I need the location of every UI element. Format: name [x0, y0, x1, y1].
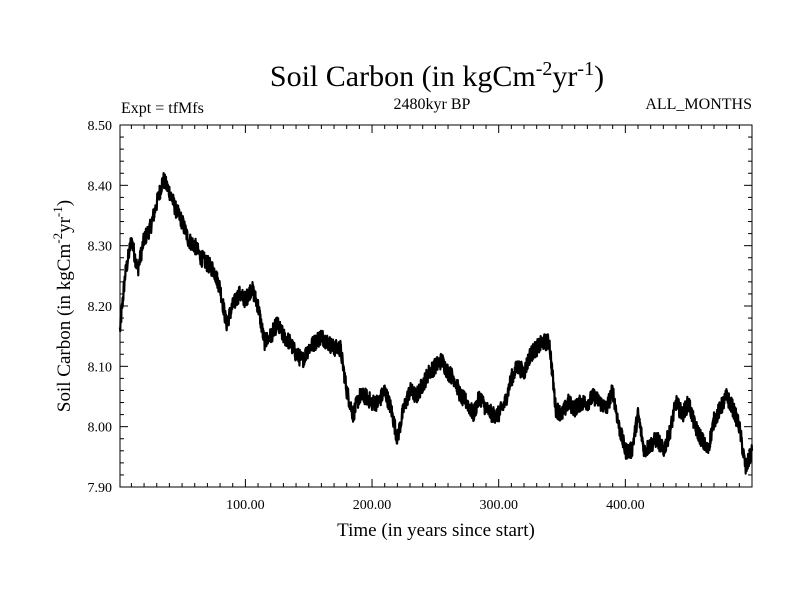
- x-tick-label: 400.00: [606, 498, 645, 513]
- x-tick-label: 100.00: [226, 498, 265, 513]
- chart-title: Soil Carbon (in kgCm-2yr-1): [270, 58, 604, 93]
- x-tick-label: 200.00: [353, 498, 392, 513]
- chart-title-sup2: -1: [577, 58, 594, 80]
- y-tick-label: 8.50: [88, 119, 113, 134]
- chart-title-end: ): [594, 60, 604, 93]
- y-tick-label: 8.20: [88, 300, 113, 315]
- y-tick-label: 8.10: [88, 360, 113, 375]
- subtitle-experiment: Expt = tfMfs: [121, 100, 204, 117]
- y-axis-label-main: Soil Carbon (in kgCm: [54, 244, 75, 413]
- axis-ticks: [120, 124, 752, 488]
- y-axis-label-mid: yr: [54, 216, 75, 233]
- y-axis-label-sup2: -1: [50, 206, 65, 217]
- series-line-soil-carbon: [118, 172, 754, 475]
- y-tick-label: 8.40: [88, 179, 113, 194]
- y-axis-label-end: ): [54, 200, 75, 206]
- y-tick-label: 8.00: [88, 421, 113, 436]
- y-tick-label: 8.30: [88, 240, 113, 255]
- axis-tick-labels: 7.90 8.00 8.10 8.20 8.30 8.40 8.50 100.00 200.00…: [88, 119, 645, 513]
- subtitle-months: ALL_MONTHS: [645, 96, 752, 113]
- y-tick-label: 7.90: [88, 481, 113, 496]
- chart-title-main: Soil Carbon (in kgCm: [270, 60, 536, 93]
- y-axis-label: Soil Carbon (in kgCm-2yr-1): [50, 200, 75, 412]
- chart-title-mid: yr: [552, 60, 577, 93]
- x-tick-label: 300.00: [479, 498, 518, 513]
- subtitle-period: 2480kyr BP: [394, 96, 471, 113]
- x-axis-label: Time (in years since start): [337, 520, 535, 541]
- y-axis-label-sup1: -2: [50, 233, 65, 244]
- chart-title-sup1: -2: [536, 58, 553, 80]
